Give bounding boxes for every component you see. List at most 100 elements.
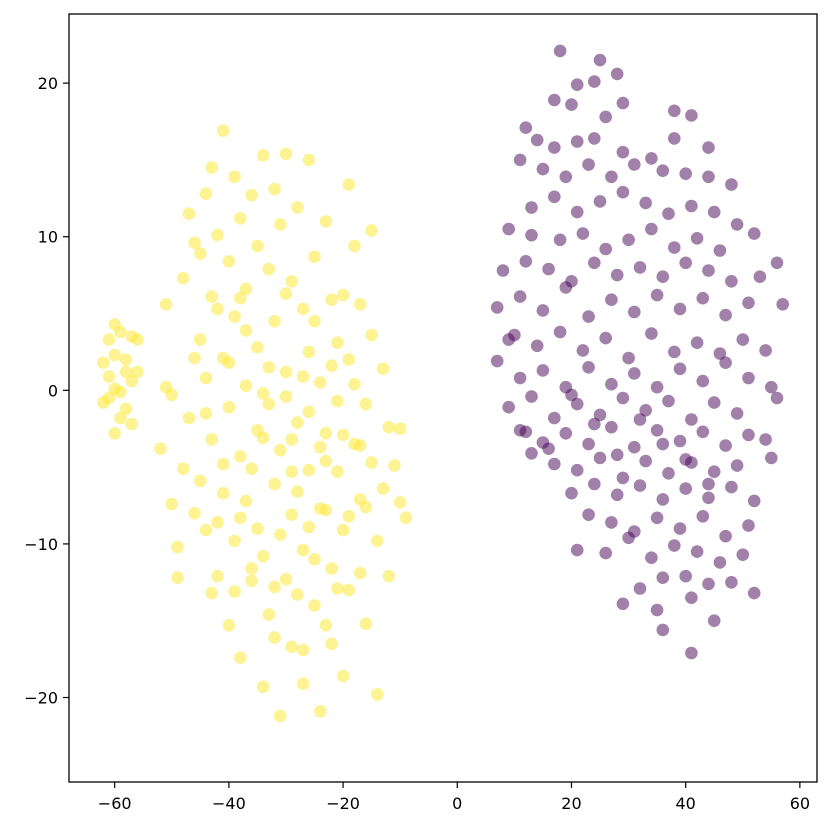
- data-point: [645, 551, 658, 564]
- data-point: [702, 170, 715, 184]
- y-axis-ticks: −20 −10 0 10 20: [24, 74, 69, 708]
- data-point: [570, 397, 584, 411]
- data-point: [513, 153, 527, 167]
- data-point: [696, 510, 710, 523]
- data-point: [336, 288, 350, 302]
- data-point: [588, 132, 601, 145]
- data-point: [685, 109, 698, 122]
- x-tick-label: −20: [326, 794, 360, 813]
- data-point: [256, 431, 270, 445]
- data-point: [747, 494, 761, 508]
- data-point: [268, 182, 281, 196]
- data-point: [319, 215, 333, 228]
- data-point: [331, 582, 344, 595]
- data-point: [365, 224, 378, 237]
- data-point: [228, 585, 241, 598]
- data-point: [639, 404, 652, 417]
- data-point: [622, 531, 635, 545]
- x-tick-label: 40: [675, 794, 695, 813]
- data-point: [656, 623, 670, 637]
- data-point: [251, 522, 264, 535]
- data-point: [279, 287, 293, 300]
- data-point: [668, 132, 681, 145]
- data-point: [251, 341, 264, 354]
- data-point: [234, 450, 247, 463]
- data-point: [679, 569, 692, 583]
- data-point: [268, 314, 281, 328]
- y-tick-label: 10: [38, 228, 58, 247]
- data-point: [599, 546, 612, 560]
- data-point: [365, 456, 378, 469]
- data-point: [342, 510, 356, 523]
- data-point: [393, 422, 407, 436]
- data-point: [279, 147, 293, 161]
- data-point: [576, 344, 590, 357]
- data-point: [308, 553, 321, 566]
- data-point: [719, 529, 732, 543]
- data-point: [713, 556, 727, 569]
- data-point: [296, 302, 310, 316]
- data-point: [616, 391, 630, 405]
- data-point: [502, 222, 515, 236]
- data-point: [382, 420, 396, 434]
- data-point: [747, 227, 761, 240]
- data-point: [353, 298, 367, 311]
- data-point: [593, 53, 607, 67]
- data-point: [176, 462, 190, 476]
- data-point: [645, 222, 658, 236]
- data-point: [668, 539, 681, 552]
- data-point: [194, 247, 207, 260]
- data-point: [302, 405, 316, 419]
- data-point: [725, 275, 738, 288]
- data-point: [97, 396, 110, 409]
- data-point: [673, 302, 687, 316]
- data-point: [622, 233, 635, 247]
- data-point: [131, 333, 144, 346]
- data-point: [593, 195, 607, 208]
- data-point: [285, 640, 299, 654]
- data-point: [296, 543, 310, 557]
- data-point: [588, 75, 601, 88]
- data-point: [616, 145, 630, 159]
- data-point: [256, 387, 270, 400]
- data-point: [325, 562, 339, 575]
- data-point: [525, 201, 538, 214]
- data-point: [593, 408, 607, 422]
- data-point: [668, 104, 681, 118]
- data-point: [553, 325, 567, 339]
- data-point: [371, 688, 384, 701]
- data-point: [553, 233, 567, 247]
- data-point: [513, 290, 527, 303]
- data-point: [593, 451, 607, 465]
- data-point: [656, 437, 670, 451]
- data-point: [239, 379, 253, 393]
- data-point: [650, 424, 664, 437]
- data-point: [108, 348, 121, 362]
- data-point: [725, 576, 738, 589]
- data-point: [633, 261, 647, 274]
- data-point: [171, 540, 184, 554]
- data-point: [119, 365, 133, 379]
- data-point: [656, 270, 670, 284]
- data-point: [285, 465, 299, 479]
- data-point: [525, 390, 538, 403]
- data-point: [336, 428, 350, 442]
- data-point: [279, 390, 293, 403]
- data-point: [559, 281, 573, 294]
- data-point: [570, 543, 584, 557]
- data-point: [633, 413, 647, 426]
- data-point: [519, 425, 533, 439]
- data-point: [114, 325, 127, 339]
- data-point: [530, 133, 544, 147]
- data-point: [399, 511, 413, 525]
- data-point: [119, 402, 133, 416]
- data-point: [119, 353, 133, 366]
- data-point: [599, 331, 612, 345]
- data-point: [605, 170, 618, 184]
- data-point: [239, 324, 253, 337]
- data-point: [239, 494, 253, 508]
- data-point: [736, 548, 750, 561]
- data-point: [650, 288, 664, 302]
- data-point: [588, 256, 601, 270]
